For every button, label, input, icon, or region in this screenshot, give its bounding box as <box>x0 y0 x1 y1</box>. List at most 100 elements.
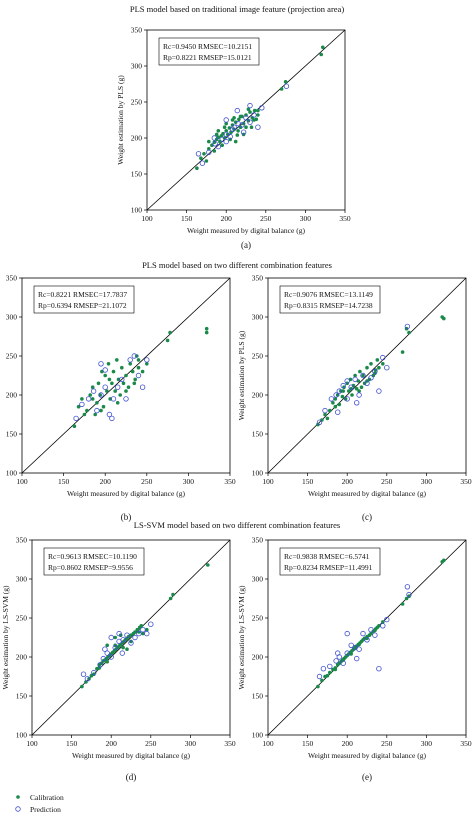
x-tick-label: 200 <box>342 477 354 486</box>
y-tick-label: 150 <box>16 692 28 701</box>
y-axis-label: Weight estimation by LS-SVM (g) <box>237 585 246 689</box>
x-axis-label: Weight measured by digital balance (g) <box>67 489 185 498</box>
x-tick-label: 150 <box>58 477 70 486</box>
panel-a: 100 150 200 250 300 350 100 150 200 250 300 350 Weig… <box>116 26 351 251</box>
prediction-point <box>211 135 217 141</box>
prediction-point <box>140 627 146 633</box>
plot-frame <box>267 539 467 736</box>
calibration-point <box>321 45 325 50</box>
prediction-point <box>348 384 354 390</box>
y-tick-label: 300 <box>131 62 143 71</box>
x-tick-label: 300 <box>300 214 312 223</box>
calibration-point <box>325 416 330 421</box>
panel-c: 100 150 200 250 300 350 100 150 200 250 300 350 Weig… <box>237 274 472 523</box>
y-tick-label: 200 <box>252 653 264 662</box>
prediction-point <box>97 662 103 668</box>
x-tick-label: 150 <box>302 477 314 486</box>
y-tick-label: 300 <box>16 575 28 584</box>
calibration-point <box>218 139 222 144</box>
prediction-point <box>206 149 212 156</box>
y-tick-label: 100 <box>252 469 264 478</box>
prediction-point <box>327 663 333 670</box>
calibration-point <box>358 369 362 374</box>
calibration-point <box>105 389 109 393</box>
calibration-point <box>133 630 137 634</box>
prediction-point <box>354 400 360 406</box>
y-tick-label: 300 <box>252 575 264 584</box>
panel-b: 100 150 200 250 300 350 100 150 200 250 300 350 Weig… <box>6 274 236 523</box>
calibration-point <box>90 397 95 401</box>
legend-prediction-label: Prediction <box>30 805 61 814</box>
prediction-point <box>112 644 118 651</box>
calibration-point <box>199 156 203 160</box>
x-tick-label: 200 <box>221 214 233 223</box>
calibration-point <box>82 412 87 417</box>
calibration-point <box>341 389 346 393</box>
stats-prediction: Rp=0.8234 RMSEP=11.4991 <box>284 563 373 572</box>
y-tick-label: 200 <box>16 653 28 662</box>
prediction-point <box>336 388 342 394</box>
calibration-point <box>106 362 111 366</box>
prediction-point <box>91 669 97 676</box>
calibration-point <box>377 365 381 370</box>
calibration-point <box>347 389 351 393</box>
prediction-point <box>360 372 366 379</box>
plot-frame <box>146 29 346 211</box>
x-tick-label: 100 <box>26 739 38 748</box>
calibration-point <box>407 330 411 335</box>
panel-d: 100 150 200 250 300 350 100 150 200 250 300 350 Weig… <box>1 536 236 783</box>
prediction-point <box>124 632 130 638</box>
calibration-point <box>325 673 330 678</box>
prediction-point <box>344 396 350 402</box>
prediction-point <box>354 655 360 662</box>
panel-caption: (c) <box>362 512 372 522</box>
calibration-point <box>115 401 120 405</box>
prediction-point <box>106 411 113 418</box>
prediction-point <box>139 384 146 390</box>
prediction-point <box>333 392 339 398</box>
calibration-point <box>249 125 254 129</box>
prediction-point <box>110 396 117 402</box>
prediction-point <box>251 112 257 118</box>
group-title-lssvm-combination: LS-SVM model based on two different comb… <box>134 520 340 530</box>
stats-box <box>279 547 381 576</box>
prediction-point <box>322 407 328 414</box>
prediction-point <box>234 107 240 114</box>
prediction-point <box>109 415 115 422</box>
prediction-point <box>104 650 110 656</box>
prediction-point <box>223 138 229 145</box>
legend: Calibration Prediction <box>15 793 64 814</box>
prediction-point <box>128 640 134 646</box>
y-tick-label: 350 <box>16 536 28 545</box>
prediction-point <box>340 660 346 666</box>
prediction-point <box>406 591 412 598</box>
prediction-point <box>259 105 265 111</box>
calibration-point <box>76 404 81 409</box>
x-tick-label: 300 <box>421 477 433 486</box>
y-tick-label: 350 <box>252 274 264 283</box>
legend-calibration-marker <box>16 795 20 799</box>
y-tick-label: 250 <box>252 352 264 361</box>
calibration-point <box>125 647 129 651</box>
prediction-point <box>98 361 104 367</box>
prediction-point <box>148 621 154 627</box>
x-axis-label: Weight measured by digital balance (g) <box>308 489 426 498</box>
calibration-point <box>381 620 385 624</box>
prediction-point <box>114 384 121 390</box>
prediction-point <box>98 392 104 398</box>
prediction-point <box>320 666 327 672</box>
calibration-point <box>354 387 359 391</box>
calibration-point <box>320 678 324 683</box>
prediction-point <box>219 136 225 143</box>
prediction-point <box>199 160 206 166</box>
prediction-point <box>352 376 358 383</box>
calibration-point <box>126 385 131 390</box>
x-tick-label: 350 <box>339 214 351 223</box>
y-axis-label: Weight estimation by LS-SVM (g) <box>1 585 10 689</box>
prediction-point <box>240 129 247 135</box>
prediction-point <box>239 122 245 128</box>
prediction-point <box>360 630 366 637</box>
calibration-point <box>202 152 206 156</box>
x-tick-label: 250 <box>381 739 393 748</box>
